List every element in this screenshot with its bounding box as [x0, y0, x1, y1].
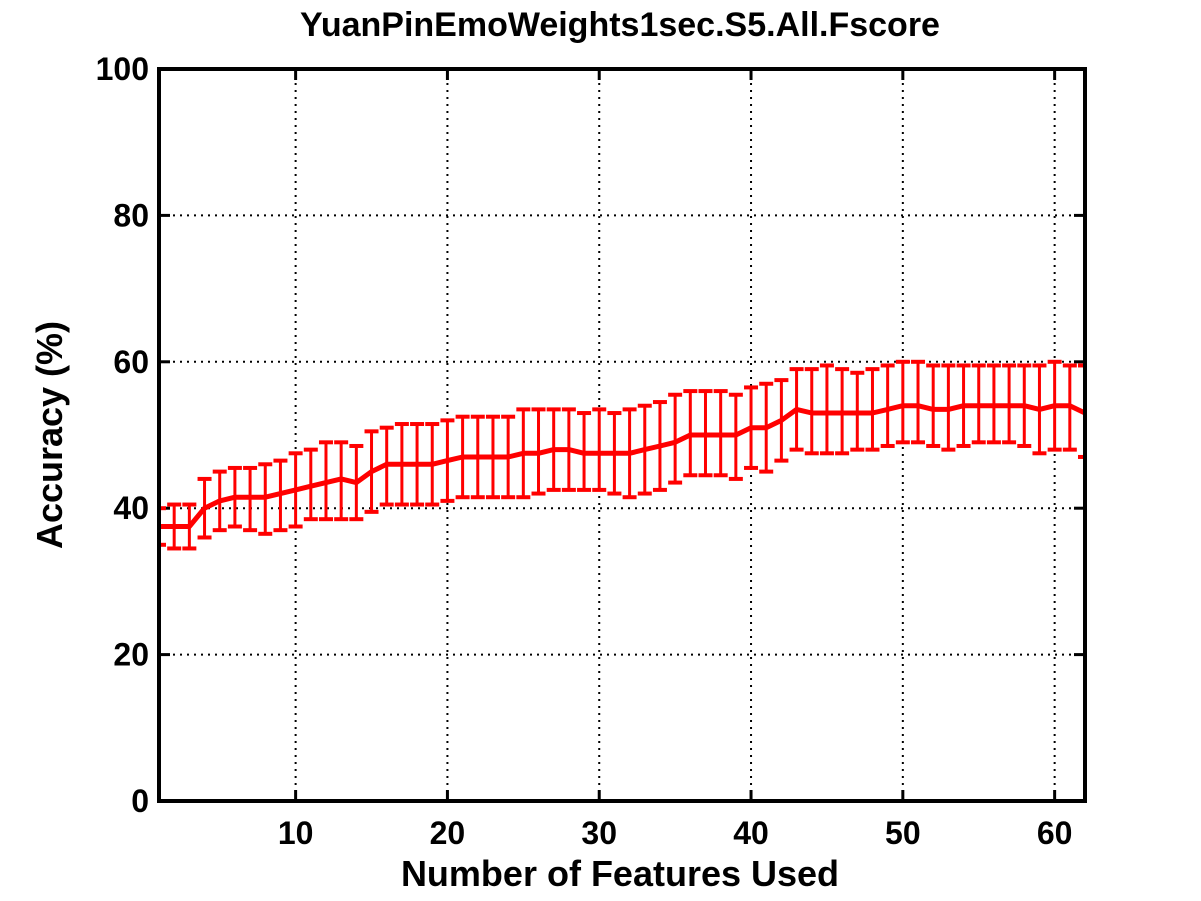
y-tick-label: 20	[113, 637, 149, 673]
y-tick-label: 60	[113, 344, 149, 380]
series-mean-line	[159, 403, 1085, 529]
chart-title: YuanPinEmoWeights1sec.S5.All.Fscore	[300, 6, 940, 44]
plot-frame	[157, 67, 1087, 803]
y-tick-label: 40	[113, 490, 149, 526]
x-tick-labels: 10 20 30 40 50 60	[278, 815, 1073, 851]
x-tick-label: 40	[733, 815, 769, 851]
y-tick-label: 100	[96, 51, 149, 87]
y-tick-label: 80	[113, 197, 149, 233]
y-axis-label: Accuracy (%)	[29, 321, 70, 549]
series-layer	[159, 359, 1085, 551]
x-tick-label: 20	[430, 815, 466, 851]
x-axis-label: Number of Features Used	[401, 853, 839, 894]
series-group	[159, 359, 1085, 551]
x-tick-label: 60	[1037, 815, 1073, 851]
x-tick-label: 10	[278, 815, 314, 851]
y-tick-labels: 0 20 40 60 80 100	[96, 51, 149, 819]
x-tick-label: 50	[885, 815, 921, 851]
x-tick-label: 30	[581, 815, 617, 851]
y-tick-label: 0	[131, 783, 149, 819]
